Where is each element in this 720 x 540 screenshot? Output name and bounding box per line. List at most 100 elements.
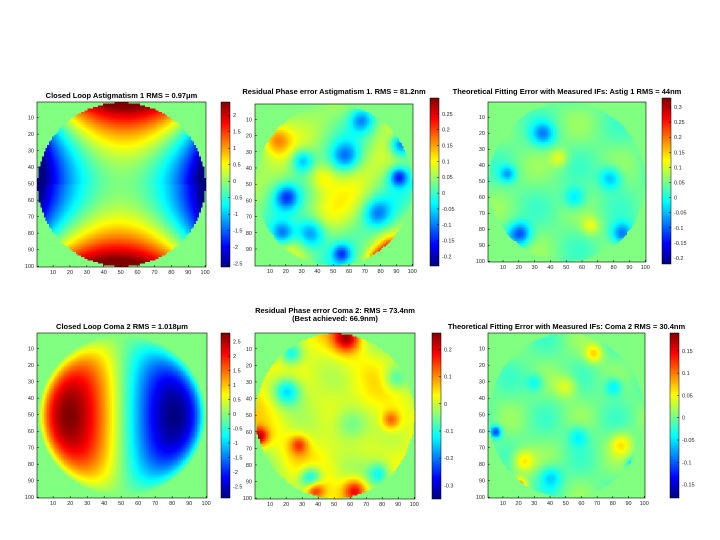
colorbar-tick-label: -0.15 — [682, 483, 695, 489]
y-tick-label: 100 — [476, 495, 485, 501]
x-tick-label: 60 — [347, 502, 353, 508]
x-tick-label: 90 — [186, 501, 192, 507]
y-tick-label: 90 — [28, 248, 34, 254]
x-tick-label: 40 — [315, 502, 321, 508]
x-tick-label: 60 — [578, 501, 584, 507]
colorbar — [431, 332, 442, 500]
x-tick-label: 80 — [168, 270, 174, 276]
colorbar-tick-label: 0.5 — [233, 398, 241, 404]
x-tick-label: 40 — [547, 501, 553, 507]
y-tick-label: 20 — [246, 363, 252, 369]
colorbar-tick-label: -1.5 — [233, 455, 242, 461]
plot-title: Residual Phase error Coma 2: RMS = 73.4n… — [255, 306, 415, 315]
colorbar-tick-label: 0.1 — [444, 375, 452, 381]
x-tick-label: 40 — [314, 269, 320, 275]
plot-panel-6: Theoretical Fitting Error with Measured … — [448, 322, 695, 507]
colorbar-tick-label: 2.5 — [233, 340, 241, 346]
y-tick-label: 90 — [479, 479, 485, 485]
y-tick-label: 80 — [479, 227, 485, 233]
colorbar-tick-label: 1.5 — [233, 369, 241, 375]
x-tick-label: 10 — [50, 501, 56, 507]
x-tick-label: 30 — [84, 501, 90, 507]
colorbar-tick-label: -0.2 — [674, 256, 683, 262]
colorbar-tick-label: 0.25 — [674, 120, 685, 126]
colorbar-tick-label: 0.2 — [442, 128, 450, 134]
x-tick-label: 30 — [532, 265, 538, 271]
x-tick-label: 70 — [152, 501, 158, 507]
y-tick-label: 90 — [246, 480, 252, 486]
y-tick-label: 50 — [479, 413, 485, 419]
colorbar-tick-label: 0.05 — [682, 393, 693, 399]
colorbar-tick-label: 0 — [682, 416, 685, 422]
y-tick-label: 50 — [479, 179, 485, 185]
y-tick-label: 30 — [28, 149, 34, 155]
heatmap-image — [37, 102, 206, 267]
y-tick-label: 100 — [476, 259, 485, 265]
x-tick-label: 60 — [579, 265, 585, 271]
axes-frame — [254, 103, 414, 267]
y-tick-label: 40 — [479, 163, 485, 169]
x-tick-label: 100 — [408, 269, 417, 275]
x-tick-label: 90 — [393, 269, 399, 275]
x-tick-label: 30 — [84, 270, 90, 276]
y-tick-label: 10 — [479, 115, 485, 121]
colorbar-tick-label: -1.5 — [233, 229, 242, 235]
x-tick-label: 60 — [135, 501, 141, 507]
plot-title: Residual Phase error Astigmatism 1. RMS … — [242, 87, 426, 96]
plot-panel-2: Residual Phase error Astigmatism 1. RMS … — [242, 87, 454, 275]
y-tick-label: 50 — [28, 413, 34, 419]
y-tick-label: 30 — [28, 380, 34, 386]
x-tick-label: 80 — [611, 265, 617, 271]
plot-title: Theoretical Fitting Error with Measured … — [448, 322, 686, 331]
colorbar-tick-label: 1 — [233, 383, 236, 389]
colorbar-tick-label: 1 — [233, 146, 236, 152]
x-tick-label: 60 — [134, 270, 140, 276]
axes-frame — [487, 332, 646, 499]
y-tick-label: 50 — [28, 182, 34, 188]
colorbar-tick-label: -0.1 — [442, 223, 451, 229]
colorbar-tick-label: 0.25 — [442, 112, 453, 118]
y-tick-label: 80 — [28, 231, 34, 237]
x-tick-label: 50 — [118, 270, 124, 276]
colorbar — [661, 97, 672, 265]
colorbar-tick-label: -2 — [233, 470, 238, 476]
y-tick-label: 30 — [246, 380, 252, 386]
y-tick-label: 20 — [28, 132, 34, 138]
x-tick-label: 20 — [283, 269, 289, 275]
x-tick-label: 10 — [500, 501, 506, 507]
colorbar-tick-label: 1.5 — [233, 130, 241, 136]
colorbar-tick-label: -0.05 — [674, 211, 687, 217]
x-tick-label: 50 — [331, 502, 337, 508]
colorbar — [669, 332, 680, 499]
colorbar-tick-label: -0.2 — [444, 456, 453, 462]
y-tick-label: 20 — [28, 363, 34, 369]
colorbar-tick-label: 0.5 — [233, 163, 241, 169]
heatmap-image — [488, 102, 646, 262]
colorbar-tick-label: -0.1 — [444, 429, 453, 435]
x-tick-label: 70 — [363, 502, 369, 508]
y-tick-label: 60 — [246, 198, 252, 204]
x-tick-label: 80 — [379, 502, 385, 508]
y-tick-label: 70 — [246, 215, 252, 221]
y-tick-label: 30 — [479, 147, 485, 153]
colorbar-tick-label: -0.05 — [442, 207, 455, 213]
x-tick-label: 60 — [346, 269, 352, 275]
colorbar — [429, 97, 440, 267]
colorbar-tick-label: -0.3 — [444, 483, 453, 489]
x-tick-label: 30 — [299, 502, 305, 508]
colorbar-tick-label: -0.2 — [442, 254, 451, 260]
y-tick-label: 20 — [479, 363, 485, 369]
y-tick-label: 100 — [25, 264, 34, 270]
y-tick-label: 40 — [246, 166, 252, 172]
x-tick-label: 100 — [410, 502, 419, 508]
y-tick-label: 60 — [28, 198, 34, 204]
axes-frame — [487, 101, 647, 263]
plot-title: Theoretical Fitting Error with Measured … — [453, 87, 682, 96]
y-tick-label: 100 — [25, 495, 34, 501]
colorbar-tick-label: 0.05 — [442, 175, 453, 181]
x-tick-label: 80 — [610, 501, 616, 507]
plot-panel-3: Theoretical Fitting Error with Measured … — [453, 87, 687, 271]
x-tick-label: 90 — [626, 265, 632, 271]
x-tick-label: 20 — [516, 265, 522, 271]
